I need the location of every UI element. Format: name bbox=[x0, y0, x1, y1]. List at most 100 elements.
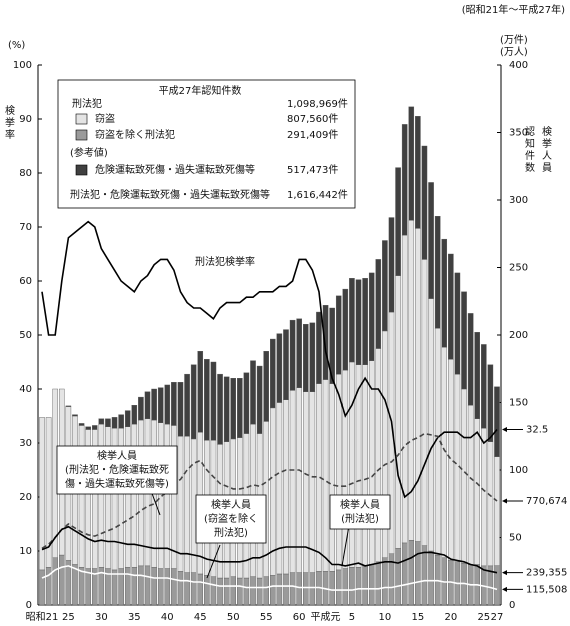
bar bbox=[111, 417, 118, 429]
bar bbox=[421, 259, 428, 546]
bar bbox=[289, 390, 296, 573]
bar bbox=[91, 425, 98, 430]
bar bbox=[322, 305, 329, 380]
annotation-box bbox=[195, 494, 267, 544]
y2-unit: (万人) bbox=[500, 46, 528, 58]
arrow-head bbox=[502, 427, 507, 432]
line bbox=[41, 525, 498, 574]
bar bbox=[144, 565, 151, 606]
legend-swatch bbox=[75, 129, 88, 141]
annotation-text: 傷・過失運転致死傷等) bbox=[65, 477, 169, 490]
bar bbox=[415, 541, 421, 606]
bar bbox=[45, 417, 52, 568]
bar bbox=[230, 576, 237, 606]
y-tick-label: 0 bbox=[26, 600, 32, 611]
bar bbox=[309, 322, 316, 392]
y2-tick-label: 50 bbox=[509, 533, 522, 544]
bar bbox=[408, 540, 415, 606]
bar bbox=[157, 387, 164, 423]
bar bbox=[250, 576, 256, 606]
x-tick-label: 25 bbox=[477, 612, 490, 623]
bar bbox=[157, 568, 164, 606]
bar bbox=[223, 376, 230, 442]
bar bbox=[481, 427, 487, 567]
bar bbox=[296, 387, 302, 573]
x-tick-label: 60 bbox=[293, 612, 306, 623]
annotation-text: 検挙人員 bbox=[340, 498, 380, 511]
x-tick-label: 45 bbox=[194, 612, 207, 623]
bar bbox=[335, 373, 342, 571]
bar bbox=[190, 364, 197, 440]
x-tick-label: 50 bbox=[227, 612, 240, 623]
y-tick-label: 80 bbox=[19, 168, 32, 179]
y2-tick-label: 0 bbox=[509, 600, 515, 611]
legend-label: 危険運転致死傷・過失運転致死傷等 bbox=[95, 163, 255, 176]
bar bbox=[375, 259, 382, 349]
bar bbox=[256, 577, 263, 606]
bar bbox=[276, 333, 283, 403]
bar bbox=[375, 561, 382, 606]
bar bbox=[368, 564, 375, 606]
bar bbox=[401, 542, 408, 606]
bar bbox=[65, 405, 72, 407]
bar bbox=[124, 410, 131, 428]
bar bbox=[52, 557, 58, 606]
y2-tick-label: 150 bbox=[509, 398, 528, 409]
bar bbox=[85, 568, 91, 606]
bar bbox=[428, 182, 434, 299]
bar bbox=[401, 124, 408, 236]
bar bbox=[72, 564, 78, 606]
bar bbox=[415, 116, 421, 229]
bar bbox=[171, 568, 177, 606]
bar bbox=[177, 571, 184, 606]
bar bbox=[131, 567, 138, 606]
legend-label: (参考値) bbox=[70, 146, 108, 159]
bar bbox=[124, 567, 131, 606]
bar bbox=[415, 228, 421, 542]
line bbox=[41, 220, 498, 499]
annotation-text: (窃盗を除く bbox=[204, 512, 258, 525]
annotation-arrow bbox=[206, 544, 221, 579]
bar bbox=[474, 418, 480, 565]
annotation-text: (刑法犯・危険運転致死 bbox=[65, 463, 169, 476]
bar bbox=[395, 275, 401, 549]
bar bbox=[243, 372, 250, 434]
annotation-text: 検挙人員 bbox=[97, 449, 137, 462]
bar bbox=[289, 319, 296, 391]
y-tick-label: 40 bbox=[19, 384, 32, 395]
y-label: 検挙率 bbox=[3, 104, 15, 141]
bar bbox=[408, 106, 415, 221]
y-tick-label: 100 bbox=[13, 60, 32, 71]
bar bbox=[302, 572, 309, 606]
x-tick-label: 15 bbox=[412, 612, 425, 623]
bar bbox=[362, 364, 368, 567]
bar bbox=[138, 565, 144, 606]
bar bbox=[329, 307, 335, 384]
bar bbox=[263, 576, 269, 606]
annotation-box bbox=[329, 494, 391, 530]
annotation-text: 検挙人員 bbox=[211, 498, 251, 511]
bar bbox=[283, 573, 289, 606]
bar bbox=[382, 240, 388, 332]
bar bbox=[388, 217, 395, 313]
bar bbox=[395, 167, 401, 276]
arrow-head bbox=[502, 570, 507, 576]
bar bbox=[78, 423, 85, 426]
y2-tick-label: 400 bbox=[509, 60, 528, 71]
bar bbox=[151, 567, 157, 606]
bar bbox=[428, 298, 434, 552]
bar bbox=[342, 568, 349, 606]
bar bbox=[151, 388, 157, 421]
bar bbox=[144, 391, 151, 419]
bar bbox=[276, 573, 283, 606]
bar bbox=[296, 572, 302, 606]
bar bbox=[72, 414, 78, 417]
bar bbox=[177, 382, 184, 437]
bar bbox=[59, 554, 65, 606]
y-tick-label: 20 bbox=[19, 492, 32, 503]
legend-label: 刑法犯 bbox=[72, 97, 102, 110]
bar bbox=[454, 373, 461, 562]
bar bbox=[309, 391, 316, 573]
bar bbox=[487, 441, 494, 567]
bar bbox=[349, 361, 355, 568]
